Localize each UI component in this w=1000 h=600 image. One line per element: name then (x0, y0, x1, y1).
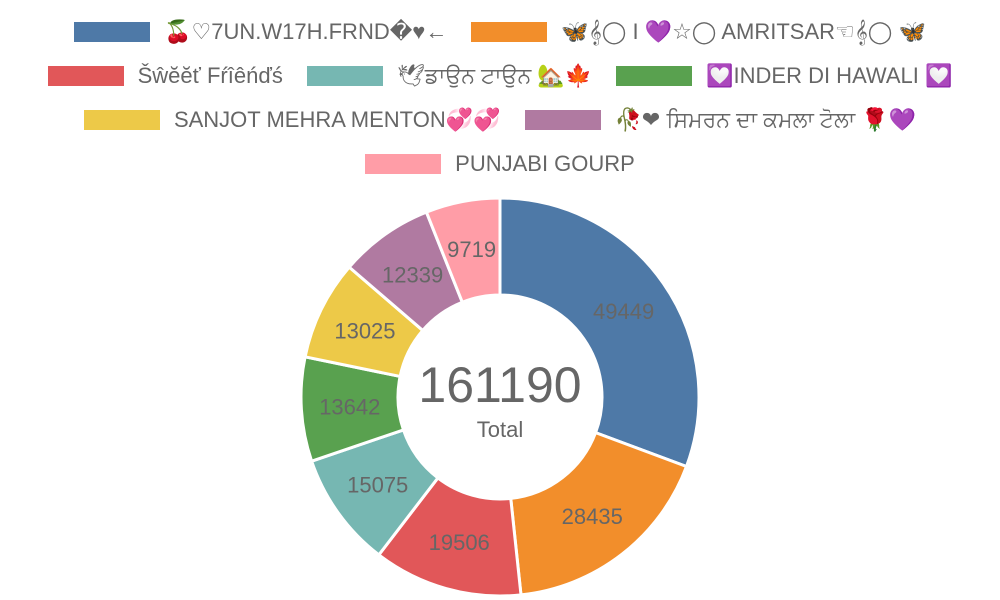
legend-item-amritsar[interactable]: 🦋𝄞◯ I 💜☆◯ AMRITSAR☜𝄞◯ 🦋 (471, 19, 926, 45)
legend-swatch (365, 154, 442, 174)
legend-item-sanjot-mehra[interactable]: SANJOT MEHRA MENTON💞💞 (83, 107, 501, 133)
slice-value-label: 49449 (593, 299, 654, 324)
legend-label: PUNJABI GOURP (455, 151, 635, 176)
legend-item-simran-tola[interactable]: 🥀❤ ਸਿਮਰਨ ਦਾ ਕਮਲਾ ਟੋਲਾ 🌹💜 (524, 107, 917, 133)
chart-slices (299, 196, 701, 598)
legend-swatch (471, 22, 548, 42)
center-total-value: 161190 (418, 357, 581, 413)
legend-swatch (83, 110, 160, 130)
legend-row: 🍒♡7UN.W17H.FRND�♥← 🦋𝄞◯ I 💜☆◯ AMRITSAR☜𝄞◯… (0, 10, 1000, 54)
slice-value-label: 13642 (319, 394, 380, 419)
legend-item-punjabi-gourp[interactable]: PUNJABI GOURP (365, 151, 635, 177)
doughnut-slice[interactable] (424, 196, 502, 305)
legend-item-down-town[interactable]: 🕊ਡਾਉਨ ਟਾਉਨ 🏡🍁 (306, 63, 593, 89)
legend-swatch (616, 66, 693, 86)
doughnut-slice[interactable] (509, 430, 689, 597)
slice-value-label: 9719 (447, 237, 496, 262)
legend-label: 💟INDER DI HAWALI 💟 (706, 63, 953, 88)
legend-label: 🕊ਡਾਉਨ ਟਾਉਨ 🏡🍁 (396, 63, 593, 88)
legend-swatch (524, 110, 601, 130)
center-total-caption: Total (477, 417, 523, 442)
slice-value-label: 15075 (347, 473, 408, 498)
legend-swatch (47, 66, 124, 86)
legend-swatch (74, 22, 151, 42)
slice-value-label: 13025 (334, 319, 395, 344)
chart-legend: 🍒♡7UN.W17H.FRND�♥← 🦋𝄞◯ I 💜☆◯ AMRITSAR☜𝄞◯… (0, 0, 1000, 186)
legend-label: 🦋𝄞◯ I 💜☆◯ AMRITSAR☜𝄞◯ 🦋 (561, 19, 926, 44)
slice-value-label: 12339 (382, 262, 443, 287)
legend-item-inder-di-hawali[interactable]: 💟INDER DI HAWALI 💟 (616, 63, 952, 89)
legend-row: PUNJABI GOURP (0, 142, 1000, 186)
legend-label: SANJOT MEHRA MENTON💞💞 (173, 107, 501, 132)
legend-label: Šŵĕĕť Fŕîêńďś (137, 63, 283, 88)
doughnut-slice[interactable] (498, 196, 701, 469)
slice-value-label: 19506 (429, 530, 490, 555)
legend-label: 🍒♡7UN.W17H.FRND�♥← (164, 19, 448, 44)
legend-row: Šŵĕĕť Fŕîêńďś 🕊ਡਾਉਨ ਟਾਉਨ 🏡🍁 💟INDER DI HA… (0, 54, 1000, 98)
legend-item-sweet-friends[interactable]: Šŵĕĕť Fŕîêńďś (47, 63, 283, 89)
legend-item-7un-w17h-frnd[interactable]: 🍒♡7UN.W17H.FRND�♥← (74, 19, 447, 45)
slice-value-label: 28435 (562, 504, 623, 529)
legend-swatch (306, 66, 383, 86)
legend-label: 🥀❤ ਸਿਮਰਨ ਦਾ ਕਮਲਾ ਟੋਲਾ 🌹💜 (614, 107, 917, 132)
legend-row: SANJOT MEHRA MENTON💞💞 🥀❤ ਸਿਮਰਨ ਦਾ ਕਮਲਾ ਟ… (0, 98, 1000, 142)
